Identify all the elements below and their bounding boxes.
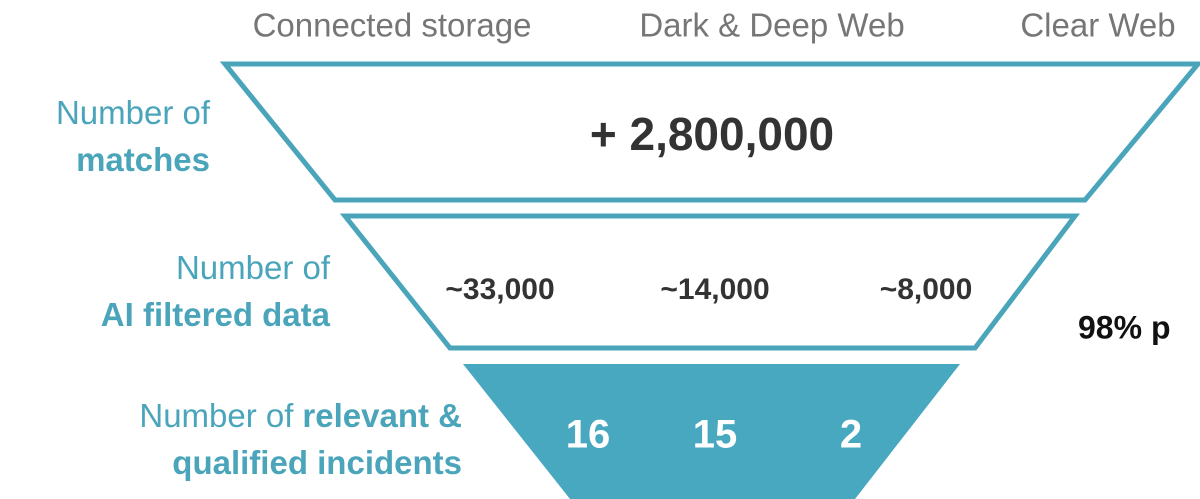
stage-value: + 2,800,000: [590, 108, 834, 160]
label-span: AI filtered data: [101, 296, 331, 333]
column-header: Dark & Deep Web: [639, 7, 904, 44]
stage-value: 15: [693, 413, 738, 457]
row-label: Number of: [176, 249, 331, 286]
column-header: Clear Web: [1020, 7, 1175, 44]
label-span: matches: [76, 141, 210, 178]
column-header: Connected storage: [253, 7, 532, 44]
stage-value: 16: [566, 413, 611, 457]
stage-value: 2: [840, 413, 862, 457]
row-label: Number of relevant &: [139, 397, 462, 434]
stage-value: ~33,000: [445, 273, 554, 306]
row-label: Number of: [56, 94, 211, 131]
label-span: relevant &: [302, 397, 462, 434]
label-span: Number of: [139, 397, 294, 434]
funnel-stage-3: [463, 364, 960, 499]
label-span: Number of: [176, 249, 331, 286]
side-note: 98% p: [1078, 309, 1170, 345]
funnel-stage-1: [219, 61, 1200, 203]
row-label: qualified incidents: [172, 444, 462, 481]
funnel-stage-2: [339, 213, 1081, 351]
stage-value: ~8,000: [880, 273, 973, 306]
label-span: qualified incidents: [172, 444, 462, 481]
stage-value: ~14,000: [660, 273, 769, 306]
row-label: matches: [76, 141, 210, 178]
row-label: AI filtered data: [101, 296, 331, 333]
label-span: Number of: [56, 94, 211, 131]
